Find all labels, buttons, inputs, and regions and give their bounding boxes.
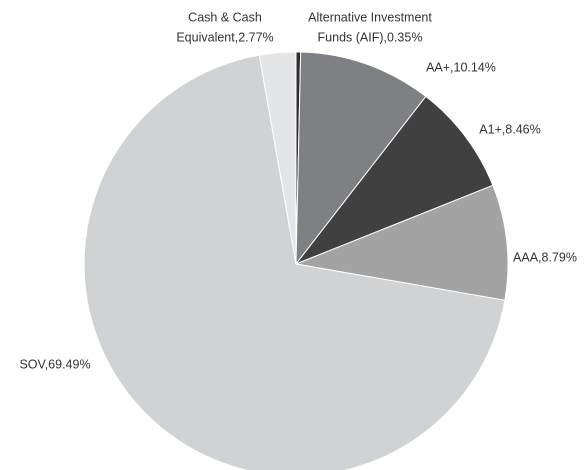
slice-label: AAA,8.79% xyxy=(513,250,577,264)
pie-slice xyxy=(295,51,427,266)
slice-label: SOV,69.49% xyxy=(19,357,90,371)
slice-label: Funds (AIF),0.35% xyxy=(318,30,423,44)
slice-label: Alternative Investment xyxy=(308,10,432,24)
pie-slice xyxy=(294,95,494,266)
slice-label: Equivalent,2.77% xyxy=(176,30,273,44)
slice-label: Cash & Cash xyxy=(188,10,262,24)
pie-slice xyxy=(294,184,509,301)
slice-label: AA+,10.14% xyxy=(426,60,496,74)
pie-slice xyxy=(83,54,506,470)
pie-slice xyxy=(258,51,297,265)
slice-label: A1+,8.46% xyxy=(479,122,541,136)
